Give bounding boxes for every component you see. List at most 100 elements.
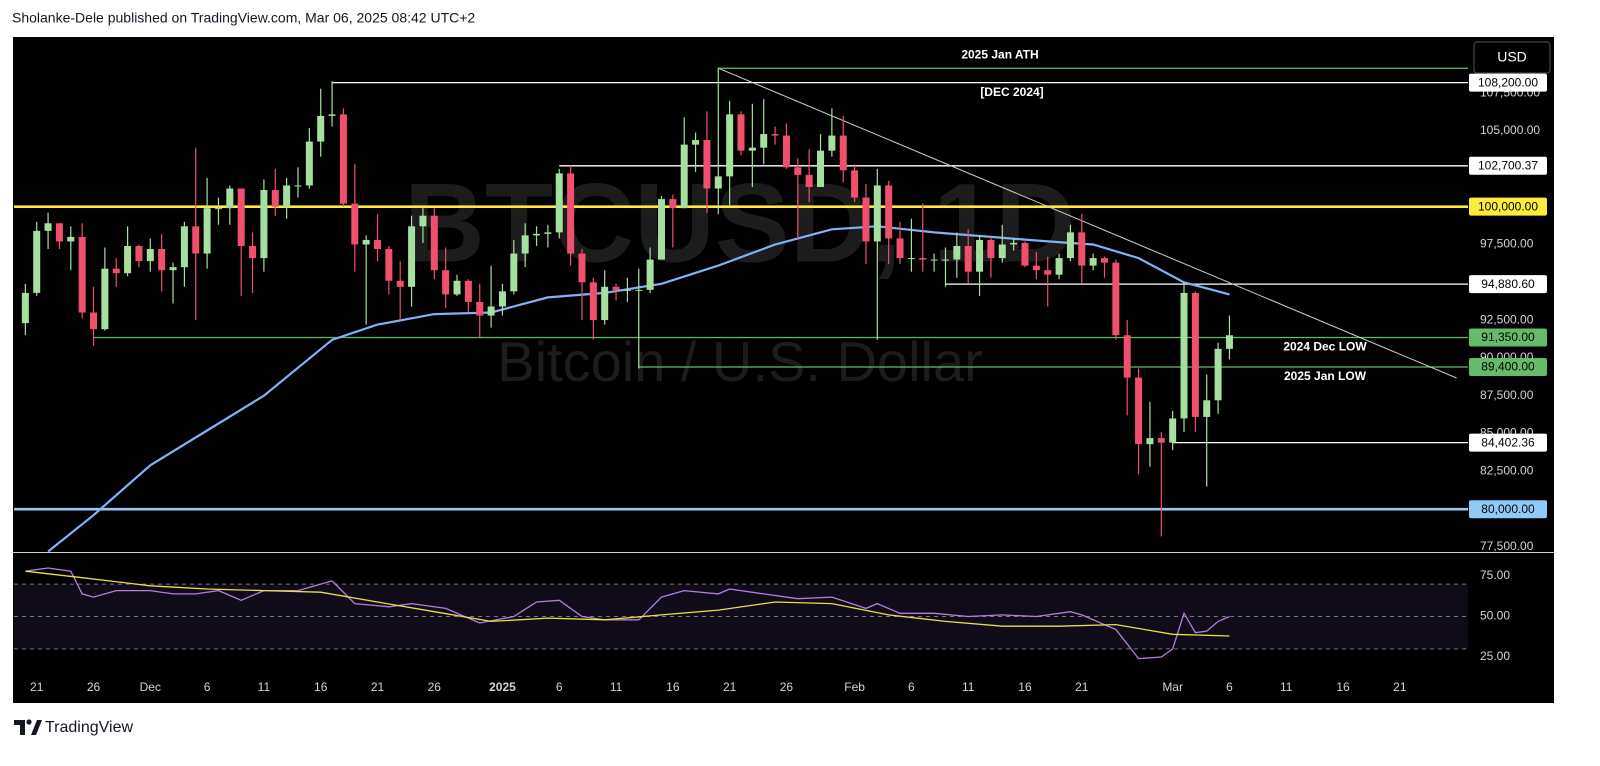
level-label: 108,200.00: [1478, 75, 1538, 89]
currency-label[interactable]: USD: [1497, 49, 1527, 65]
candle-body: [430, 215, 438, 271]
candle-body: [1203, 400, 1211, 417]
candle-body: [1112, 262, 1120, 336]
candle-body: [646, 259, 654, 290]
candle-body: [226, 188, 234, 209]
level-label-box: [1469, 73, 1547, 92]
x-tick-label: 11: [962, 680, 975, 694]
x-tick-label: Dec: [140, 680, 161, 694]
candle-body: [351, 203, 359, 245]
candle-body: [101, 268, 109, 330]
candle-body: [180, 226, 188, 268]
candle-body: [953, 245, 961, 260]
x-tick-label: 11: [1280, 680, 1293, 694]
candle-body: [192, 226, 200, 254]
candle-body: [260, 190, 268, 259]
level-label-box: [1469, 328, 1547, 347]
candle-body: [124, 245, 132, 274]
trendline: [718, 67, 1457, 379]
level-label: 94,880.60: [1481, 277, 1535, 291]
level-note: [DEC 2024]: [980, 85, 1043, 99]
y-tick-label: 77,500.00: [1480, 539, 1534, 553]
watermark-subtitle: Bitcoin / U.S. Dollar: [497, 330, 983, 393]
brand-name: TradingView: [45, 719, 133, 736]
candle-body: [817, 150, 825, 187]
candle-body: [964, 245, 972, 272]
candle-body: [1225, 335, 1233, 349]
candle-body: [612, 286, 620, 290]
candle-body: [726, 114, 734, 177]
candle-body: [521, 235, 529, 254]
x-tick-label: 16: [314, 680, 328, 694]
candle-body: [1135, 377, 1143, 445]
level-label: 80,000.00: [1481, 502, 1535, 516]
level-note: 2025 Jan ATH: [961, 47, 1038, 61]
x-tick-label: 26: [780, 680, 794, 694]
publish-header: Sholanke-Dele published on TradingView.c…: [12, 10, 475, 26]
level-label-box: [1469, 433, 1547, 452]
x-tick-label: 21: [723, 680, 737, 694]
candle-body: [873, 185, 881, 242]
x-tick-label: 11: [258, 680, 271, 694]
candle-body: [805, 174, 813, 187]
level-note: 2025 Jan LOW: [1284, 369, 1367, 383]
candle-body: [67, 236, 75, 242]
candle-body: [1180, 292, 1188, 419]
level-note: 2024 Dec LOW: [1283, 340, 1367, 354]
brand-logo: [14, 719, 42, 735]
candle-body: [1010, 242, 1018, 245]
candle-body: [930, 259, 938, 261]
candle-body: [601, 286, 609, 321]
candle-body: [748, 147, 756, 151]
candle-body: [635, 289, 643, 291]
x-tick-label: 6: [556, 680, 563, 694]
plot-layer: 75.00 50.00 25.00 77,500.00 80,000.00 82,500.…: [14, 47, 1547, 694]
candle-body: [987, 239, 995, 259]
candle-body: [419, 215, 427, 227]
x-tick-label: 26: [87, 680, 101, 694]
candle-body: [657, 199, 665, 260]
candle-body: [442, 270, 450, 295]
candle-body: [214, 208, 222, 210]
candle-body: [203, 208, 211, 254]
candle-body: [362, 239, 370, 245]
candle-body: [567, 173, 575, 254]
x-tick-label: 6: [908, 680, 915, 694]
candle-body: [1191, 292, 1199, 417]
level-label-box: [1469, 197, 1547, 216]
candle-body: [680, 144, 688, 209]
rsi-tick-label: 25.00: [1480, 649, 1510, 663]
candle-body: [498, 291, 506, 307]
currency-button[interactable]: [1473, 41, 1551, 74]
candle-body: [1044, 270, 1052, 275]
candle-body: [33, 230, 41, 293]
candle-body: [90, 312, 98, 330]
watermark: BTCUSD, 1D: [404, 161, 1076, 286]
candle-body: [487, 306, 495, 316]
candle-body: [237, 188, 245, 246]
candle-body: [1021, 242, 1029, 266]
candle-body: [760, 134, 768, 148]
candle-body: [146, 249, 154, 262]
x-tick-label: 21: [30, 680, 44, 694]
rsi-line: [25, 567, 1230, 660]
candle-body: [44, 223, 52, 231]
candle-body: [828, 135, 836, 151]
candle-body: [1078, 232, 1086, 266]
candle-body: [589, 282, 597, 321]
candle-body: [55, 223, 63, 242]
y-tick-label: 87,500.00: [1480, 388, 1534, 402]
candle-body: [862, 197, 870, 242]
level-label-box: [1469, 500, 1547, 519]
candle-body: [510, 253, 518, 292]
candle-body: [669, 199, 677, 209]
candle-body: [112, 268, 120, 274]
candle-body: [305, 141, 313, 186]
candle-body: [476, 301, 484, 316]
x-tick-label: 6: [204, 680, 211, 694]
level-label-box: [1469, 275, 1547, 294]
candle-body: [271, 190, 279, 207]
candle-body: [1123, 335, 1131, 378]
candle-body: [919, 258, 927, 260]
